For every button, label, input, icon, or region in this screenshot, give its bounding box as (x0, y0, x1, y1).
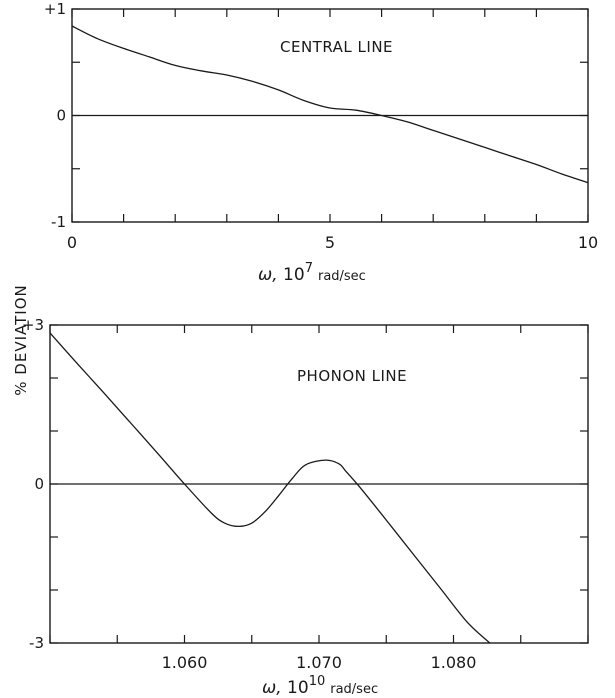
y-tick-label: -1 (51, 213, 66, 231)
x-axis-symbol: ω, (258, 265, 283, 285)
x-axis-unit: 10 (283, 265, 305, 285)
x-tick-label: 1.060 (162, 653, 208, 672)
x-axis-exponent: 10 (309, 674, 326, 689)
x-axis-rest: rad/sec (330, 682, 378, 697)
series-line (71, 25, 589, 184)
x-tick-label: 5 (325, 233, 335, 252)
annotation: CENTRAL LINE (280, 38, 393, 56)
y-tick-label: 0 (34, 475, 44, 493)
x-tick-label: 1.070 (296, 653, 342, 672)
chart-phonon-line: +3 0 -3 1.060 1.070 1.080 PHONON LINE ω, 1010 ra… (22, 316, 589, 698)
x-axis-unit: 10 (287, 678, 309, 698)
x-axis-label: ω, 107 rad/sec (258, 261, 366, 285)
x-tick-label: 1.080 (431, 653, 477, 672)
x-tick-label: 10 (578, 233, 598, 252)
x-axis-label: ω, 1010 rad/sec (262, 674, 378, 698)
y-tick-label: 0 (56, 107, 66, 125)
series-line (49, 332, 491, 644)
x-axis-rest: rad/sec (318, 269, 366, 284)
y-tick-label: +1 (44, 0, 66, 18)
y-tick-label: -3 (29, 634, 44, 652)
x-tick-label: 0 (67, 233, 77, 252)
x-axis-symbol: ω, (262, 678, 287, 698)
y-axis-label: % DEVIATION (12, 284, 30, 395)
y-tick-label: +3 (22, 316, 44, 334)
annotation: PHONON LINE (297, 367, 407, 385)
x-axis-exponent: 7 (305, 261, 313, 276)
